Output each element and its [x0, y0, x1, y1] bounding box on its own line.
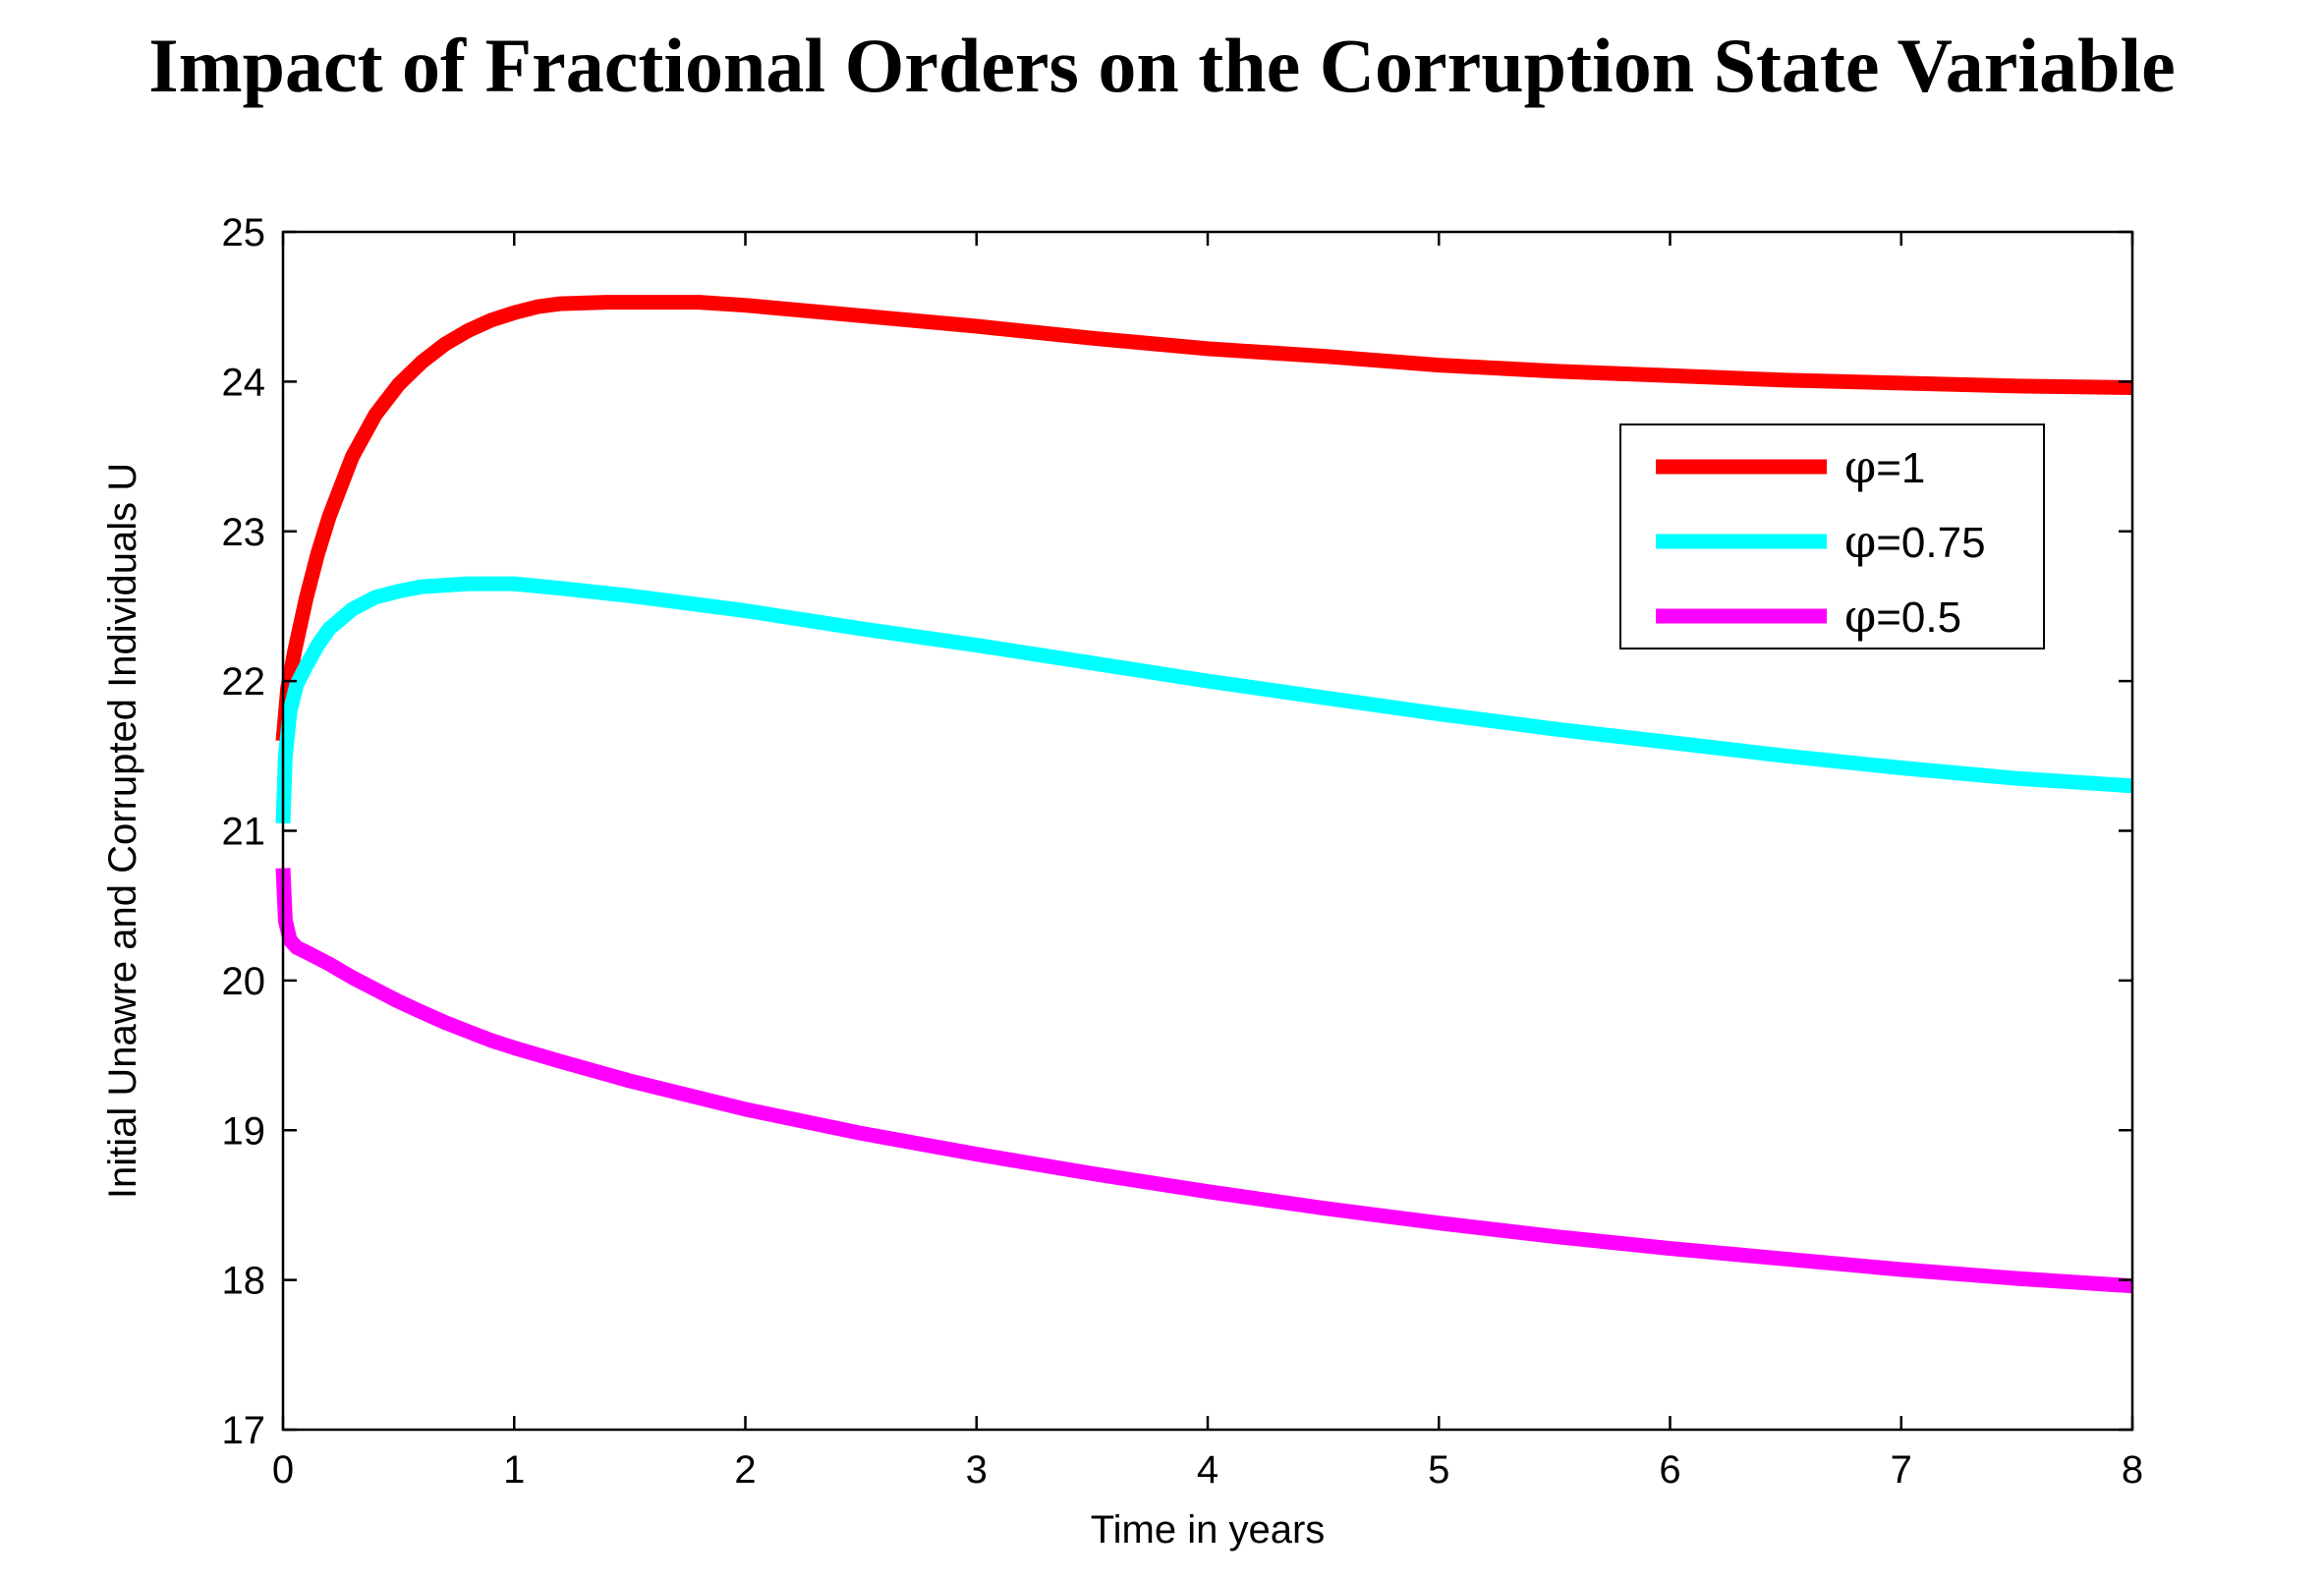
- legend-value: =0.75: [1876, 519, 1985, 567]
- y-axis-label: Initial Unawre and Corrupted Individuals…: [101, 463, 144, 1199]
- legend-phi-symbol: φ: [1844, 440, 1876, 493]
- series-line-2: [275, 576, 2133, 824]
- y-tick-label: 24: [222, 361, 266, 404]
- x-tick-label: 4: [1197, 1448, 1219, 1492]
- series-layer: [275, 295, 2133, 1294]
- y-tick-label: 22: [222, 660, 266, 704]
- x-tick-label: 2: [734, 1448, 756, 1492]
- y-tick-label: 18: [222, 1260, 266, 1303]
- series-line-3: [275, 868, 2133, 1294]
- legend-value: =0.5: [1876, 593, 1961, 642]
- x-tick-label: 3: [966, 1448, 988, 1492]
- x-tick-label: 8: [2122, 1448, 2143, 1492]
- ticks-layer: [281, 230, 2134, 1432]
- x-tick-label: 5: [1428, 1448, 1449, 1492]
- y-tick-label: 19: [222, 1109, 266, 1153]
- chart-title: Impact of Fractional Orders on the Corru…: [148, 23, 2176, 108]
- x-tick-label: 0: [272, 1448, 294, 1492]
- y-tick-label: 23: [222, 511, 266, 554]
- x-tick-label: 1: [503, 1448, 525, 1492]
- axes-box: [281, 230, 2134, 1432]
- y-tick-label: 25: [222, 211, 266, 254]
- x-tick-label: 7: [1891, 1448, 1912, 1492]
- legend-label-2: φ=0.75: [1844, 515, 1986, 568]
- y-tick-label: 21: [222, 811, 266, 854]
- legend: φ=1φ=0.75φ=0.5: [1619, 423, 2045, 649]
- y-tick-label: 20: [222, 960, 266, 1003]
- legend-phi-symbol: φ: [1844, 590, 1876, 643]
- legend-label-3: φ=0.5: [1844, 590, 1961, 643]
- x-axis-label: Time in years: [1091, 1508, 1326, 1552]
- x-tick-label: 6: [1659, 1448, 1680, 1492]
- legend-phi-symbol: φ: [1844, 515, 1876, 568]
- legend-label-1: φ=1: [1844, 440, 1925, 493]
- legend-value: =1: [1876, 444, 1925, 492]
- y-tick-label: 17: [222, 1409, 266, 1452]
- series-line-1: [275, 295, 2133, 742]
